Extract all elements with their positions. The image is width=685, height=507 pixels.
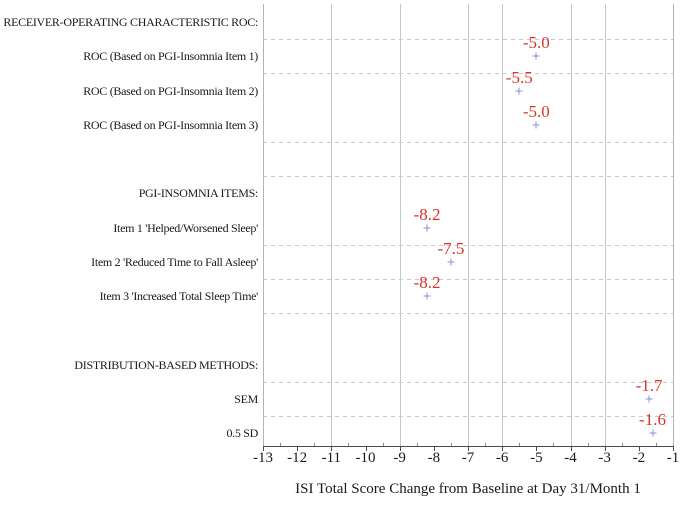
x-minor-tick — [348, 443, 350, 446]
value-label: -8.2 — [413, 273, 441, 292]
row-separator — [263, 73, 673, 75]
row-label: ROC (Based on PGI-Insomnia Item 2) — [83, 83, 258, 98]
plus-marker — [532, 52, 540, 60]
x-tick-label: -10 — [355, 450, 376, 466]
row-label: ROC (Based on PGI-Insomnia Item 1) — [83, 49, 258, 64]
x-minor-tick — [587, 443, 589, 446]
x-minor-tick — [485, 443, 487, 446]
x-tick-label: -4 — [564, 450, 577, 466]
row-separator — [263, 415, 673, 417]
gridline-vertical — [502, 4, 504, 446]
x-tick — [297, 447, 299, 451]
plus-marker — [423, 292, 431, 300]
x-tick-label: -8 — [427, 450, 441, 466]
x-tick-label: -5 — [530, 450, 543, 466]
section-header: PGI-INSOMNIA ITEMS: — [138, 186, 259, 201]
plus-marker — [645, 395, 653, 403]
gridline-vertical — [604, 4, 606, 446]
x-tick — [502, 447, 504, 451]
x-tick — [433, 447, 435, 451]
x-minor-tick — [655, 443, 657, 446]
x-tick-label: -7 — [461, 450, 475, 466]
gridline-vertical — [570, 4, 572, 446]
x-minor-tick — [314, 443, 316, 446]
row-label: 0.5 SD — [226, 426, 258, 440]
x-tick — [365, 447, 367, 451]
x-tick-label: -2 — [632, 450, 646, 466]
x-tick — [638, 447, 640, 451]
row-label: SEM — [234, 391, 258, 406]
value-label: -5.5 — [505, 67, 533, 87]
plus-marker — [532, 121, 540, 129]
x-tick — [570, 447, 572, 451]
x-tick-label: -3 — [598, 450, 611, 466]
x-tick — [399, 447, 401, 451]
row-separator — [263, 176, 673, 178]
gridline-vertical — [468, 4, 469, 446]
row-label: ROC (Based on PGI-Insomnia Item 3) — [83, 117, 258, 132]
x-minor-tick — [450, 443, 452, 446]
x-minor-tick — [382, 443, 384, 446]
x-tick — [331, 447, 333, 451]
section-header: DISTRIBUTION-BASED METHODS: — [74, 357, 258, 372]
value-label: -5.0 — [522, 101, 550, 121]
plot-frame-right — [673, 4, 674, 446]
value-label: -1.6 — [639, 410, 666, 429]
x-tick — [673, 447, 674, 451]
x-minor-tick — [416, 443, 418, 446]
row-separator — [263, 381, 673, 383]
row-separator — [263, 278, 673, 280]
row-label: Item 2 'Reduced Time to Fall Asleep' — [91, 254, 258, 269]
x-minor-tick — [621, 443, 623, 446]
row-separator — [263, 141, 673, 143]
x-tick — [536, 447, 538, 451]
value-label: -7.5 — [437, 238, 465, 258]
row-label: Item 1 'Helped/Worsened Sleep' — [113, 220, 258, 235]
value-label: -5.0 — [522, 33, 550, 53]
x-tick-label: -6 — [495, 450, 509, 466]
x-axis-line — [263, 446, 674, 447]
x-tick-label: -1 — [666, 450, 680, 466]
x-tick-label: -13 — [253, 450, 273, 466]
plot-frame-left — [263, 4, 264, 446]
x-axis-title: ISI Total Score Change from Baseline at … — [295, 481, 641, 497]
plus-marker — [447, 258, 455, 266]
x-minor-tick — [280, 443, 282, 446]
x-minor-tick — [553, 443, 555, 446]
x-tick-label: -12 — [287, 450, 308, 466]
x-minor-tick — [519, 443, 521, 446]
plus-marker — [515, 87, 523, 94]
section-header: RECEIVER-OPERATING CHARACTERISTIC ROC: — [3, 15, 258, 29]
plus-marker — [423, 224, 431, 231]
row-separator — [263, 244, 673, 246]
row-separator — [263, 39, 673, 41]
value-label: -1.7 — [635, 375, 663, 395]
x-tick — [604, 447, 606, 451]
gridline-vertical — [331, 4, 333, 446]
x-tick — [468, 447, 469, 451]
gridline-vertical — [399, 4, 401, 446]
plus-marker — [649, 429, 656, 437]
value-label: -8.2 — [413, 204, 441, 224]
row-label: Item 3 'Increased Total Sleep Time' — [99, 289, 259, 303]
x-tick-label: -11 — [321, 450, 342, 466]
row-separator — [263, 313, 673, 315]
x-tick — [263, 447, 264, 451]
x-tick-label: -9 — [393, 450, 406, 466]
